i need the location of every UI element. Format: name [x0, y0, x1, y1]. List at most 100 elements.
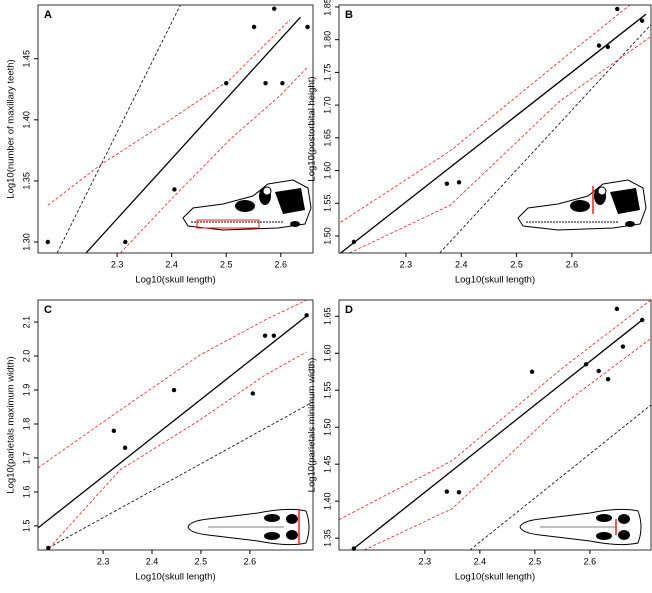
- x-tick-label: 2.3: [419, 556, 432, 566]
- plot-frame: [338, 299, 652, 551]
- point: [351, 546, 357, 551]
- x-axis-label: Log10(skull length): [135, 572, 215, 583]
- y-tick-label: 1.35: [322, 529, 332, 547]
- fit-line: [340, 5, 631, 223]
- x-axis-label: Log10(skull length): [455, 275, 535, 286]
- y-tick-label: 1.85: [322, 0, 332, 16]
- panel-label: C: [44, 304, 52, 316]
- y-tick-label: 1.55: [322, 195, 332, 213]
- point: [351, 239, 357, 245]
- skull-lateral: [182, 179, 312, 231]
- y-tick-label: 1.50: [322, 227, 332, 245]
- point: [263, 80, 268, 86]
- point: [224, 80, 229, 86]
- point: [639, 317, 645, 323]
- x-tick-label: 2.5: [220, 259, 233, 269]
- y-tick-label: 1.45: [21, 50, 31, 68]
- point: [251, 24, 257, 30]
- y-tick-label: 1.50: [322, 418, 332, 436]
- skull-dorsal: [519, 508, 642, 546]
- panel-label: D: [345, 304, 353, 316]
- y-tick-label: 1.40: [322, 492, 332, 510]
- x-tick-label: 2.6: [275, 259, 288, 269]
- point: [280, 80, 285, 86]
- plot-frame: [37, 4, 314, 254]
- y-tick-label: 2.0: [21, 350, 31, 363]
- panel: 2.3 2.4 2.5 2.6 1.30 1.35 1.40 1.45 Log10(skull …: [6, 4, 314, 286]
- y-tick-label: 1.70: [322, 96, 332, 114]
- point: [271, 333, 277, 338]
- x-axis-label: Log10(skull length): [455, 572, 535, 583]
- point: [620, 344, 626, 349]
- point: [45, 239, 51, 245]
- y-tick-label: 1.40: [21, 111, 31, 129]
- x-tick-label: 2.6: [584, 556, 597, 566]
- y-tick-label: 1.60: [322, 162, 332, 180]
- x-tick-label: 2.3: [111, 259, 124, 269]
- panel: 2.3 2.4 2.5 2.6 1.50 1.55 1.60 1.65 1.70 1.75 1.80…: [307, 0, 652, 286]
- point: [456, 490, 462, 495]
- point: [111, 428, 117, 433]
- point: [596, 368, 601, 374]
- point: [639, 18, 645, 23]
- point: [583, 362, 589, 367]
- x-tick-label: 2.4: [474, 556, 487, 566]
- panel-label: B: [345, 9, 353, 21]
- point: [305, 24, 310, 30]
- y-tick-label: 1.9: [21, 384, 31, 397]
- y-tick-label: 1.60: [322, 344, 332, 362]
- point: [605, 44, 611, 50]
- fit-line: [439, 24, 651, 253]
- point: [615, 6, 620, 12]
- y-tick-label: 1.30: [21, 233, 31, 251]
- y-tick-label: 1.65: [322, 129, 332, 147]
- y-axis-label: Log10(postorbital height): [307, 76, 318, 181]
- point: [444, 489, 450, 494]
- fit-line: [349, 36, 651, 253]
- y-tick-label: 1.6: [21, 486, 31, 499]
- fit-line: [38, 300, 307, 469]
- point: [444, 181, 450, 186]
- fit-line: [48, 401, 313, 549]
- skull-dorsal: [187, 508, 310, 546]
- point: [614, 306, 620, 312]
- point: [250, 391, 256, 396]
- point: [122, 445, 128, 450]
- panel-label: A: [44, 9, 52, 21]
- fit-line: [120, 67, 308, 253]
- x-tick-label: 2.5: [529, 556, 542, 566]
- plot-frame: [37, 299, 314, 551]
- y-tick-label: 1.7: [21, 452, 31, 465]
- y-tick-label: 1.65: [322, 308, 332, 326]
- fit-line: [56, 5, 181, 253]
- point: [605, 376, 611, 382]
- x-tick-label: 2.6: [244, 556, 257, 566]
- point: [304, 313, 309, 318]
- fit-line: [340, 13, 647, 253]
- y-tick-label: 1.35: [21, 172, 31, 190]
- point: [456, 180, 462, 185]
- x-tick-label: 2.4: [165, 259, 178, 269]
- y-axis-label: Log10(parietals maximum width): [6, 356, 17, 493]
- x-tick-label: 2.4: [455, 259, 468, 269]
- y-tick-label: 1.80: [322, 31, 332, 49]
- fit-line: [85, 16, 301, 253]
- fit-line: [353, 319, 643, 550]
- point: [529, 369, 535, 374]
- x-tick-label: 2.3: [97, 556, 110, 566]
- y-tick-label: 1.8: [21, 418, 31, 431]
- fit-line: [339, 300, 651, 521]
- fit-line: [469, 404, 651, 550]
- skull-lateral: [517, 179, 647, 231]
- point: [171, 387, 177, 393]
- point: [46, 545, 51, 551]
- fit-line: [48, 351, 307, 549]
- y-tick-label: 1.5: [21, 520, 31, 533]
- point: [596, 43, 602, 48]
- y-tick-label: 1.55: [322, 381, 332, 399]
- x-tick-label: 2.5: [195, 556, 208, 566]
- fit-line: [38, 315, 308, 529]
- x-tick-label: 2.6: [566, 259, 579, 269]
